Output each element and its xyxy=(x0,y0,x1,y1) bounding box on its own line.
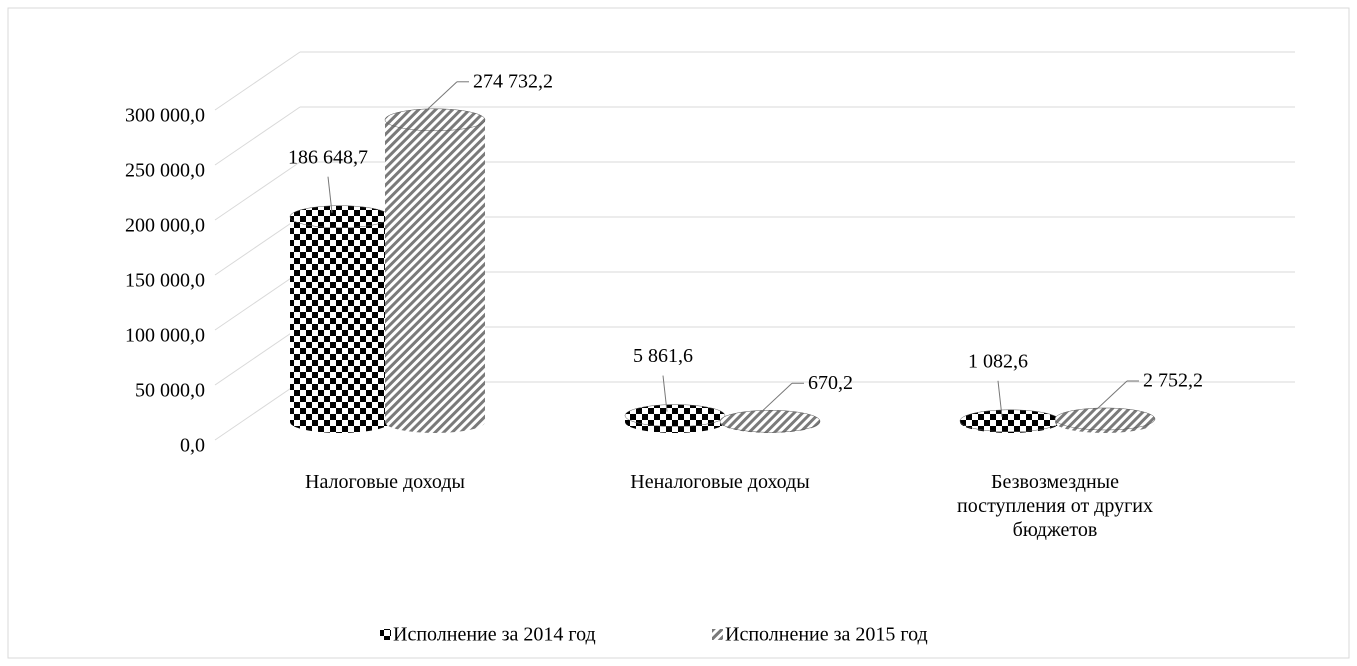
grid-line xyxy=(214,326,301,386)
y-tick-label: 150 000,0 xyxy=(125,270,205,292)
cylinder-top xyxy=(384,108,486,132)
grid-line xyxy=(214,106,301,166)
cylinder-top xyxy=(959,409,1061,433)
cylinder-top xyxy=(719,410,821,433)
cylinder-top xyxy=(1054,407,1156,431)
data-label: 2 752,2 xyxy=(1143,370,1203,392)
legend-label: Исполнение за 2015 год xyxy=(725,624,928,646)
data-label: 5 861,6 xyxy=(633,345,693,367)
y-tick-label: 300 000,0 xyxy=(125,105,205,127)
y-tick-label: 200 000,0 xyxy=(125,215,205,237)
cylinder xyxy=(1054,407,1156,433)
cylinder xyxy=(624,404,726,433)
leader-line xyxy=(1096,380,1128,410)
cylinder-top xyxy=(289,205,391,228)
cylinder xyxy=(289,205,391,433)
leader-line xyxy=(997,380,1003,417)
cylinder xyxy=(719,410,821,433)
cylinder xyxy=(384,108,486,433)
y-tick-label: 0,0 xyxy=(180,435,205,457)
grid-line xyxy=(214,381,301,441)
grid-line xyxy=(214,216,301,276)
chart-border xyxy=(7,7,1350,659)
leader-line xyxy=(426,81,458,111)
data-label: 1 082,6 xyxy=(968,350,1028,372)
cylinder-body xyxy=(385,119,485,433)
y-tick-label: 50 000,0 xyxy=(135,380,205,402)
legend-swatch xyxy=(712,629,723,640)
grid-line xyxy=(214,161,301,221)
cylinder-top xyxy=(624,404,726,427)
leader-line xyxy=(327,176,333,213)
cylinder xyxy=(959,409,1061,433)
data-label: 186 648,7 xyxy=(288,146,368,168)
data-label: 670,2 xyxy=(808,372,853,394)
legend-label: Исполнение за 2014 год xyxy=(393,624,596,646)
leader-line xyxy=(662,375,668,412)
x-tick-label: Налоговые доходы xyxy=(305,471,465,493)
data-label: 274 732,2 xyxy=(473,70,553,92)
x-tick-label: Безвозмездные поступления от других бюдж… xyxy=(956,471,1153,541)
legend-swatch xyxy=(380,629,391,640)
x-tick-label: Неналоговые доходы xyxy=(630,471,810,493)
leader-line xyxy=(761,382,793,412)
y-tick-label: 100 000,0 xyxy=(125,325,205,347)
cylinder-body xyxy=(290,216,390,433)
grid-line xyxy=(214,51,301,111)
y-tick-label: 250 000,0 xyxy=(125,160,205,182)
grid-line xyxy=(214,271,301,331)
